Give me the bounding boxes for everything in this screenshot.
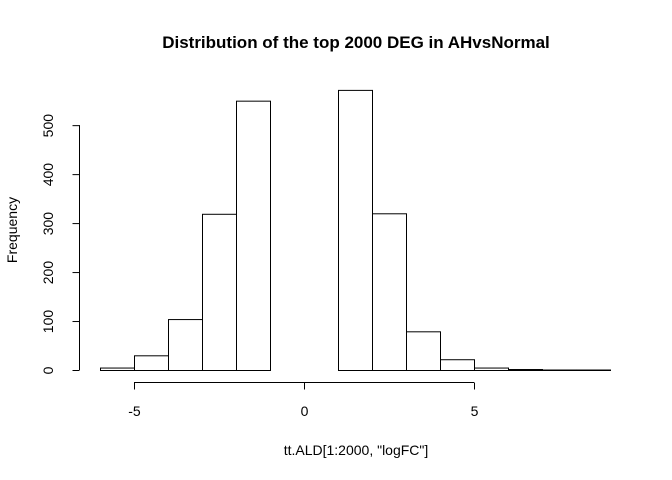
x-axis-label: tt.ALD[1:2000, "logFC"] [284, 442, 429, 458]
y-axis-label: Frequency [4, 197, 20, 263]
y-axis: 0 100 200 300 400 500 [40, 114, 80, 374]
x-tick-label: 0 [301, 403, 309, 419]
histogram-bar [236, 100, 271, 371]
y-tick-label: 200 [40, 261, 56, 285]
histogram-bar [338, 89, 373, 371]
x-tick-label: -5 [128, 403, 141, 419]
chart-title: Distribution of the top 2000 DEG in AHvs… [162, 33, 550, 52]
y-tick-label: 100 [40, 310, 56, 334]
histogram-bar [202, 213, 237, 371]
histogram-bar [134, 355, 169, 371]
y-tick-label: 400 [40, 163, 56, 187]
histogram-bar [474, 367, 509, 372]
histogram-bar [440, 359, 475, 371]
histogram-bar [100, 367, 135, 372]
histogram-bar [508, 369, 543, 371]
y-tick-label: 500 [40, 114, 56, 138]
histogram-bar [406, 331, 441, 371]
histogram-bar [372, 213, 407, 371]
bars-group [100, 89, 611, 372]
y-tick-label: 300 [40, 212, 56, 236]
x-axis: -5 0 5 [128, 382, 479, 419]
y-tick-label: 0 [40, 366, 56, 374]
histogram-bar [168, 319, 203, 371]
x-tick-label: 5 [471, 403, 479, 419]
